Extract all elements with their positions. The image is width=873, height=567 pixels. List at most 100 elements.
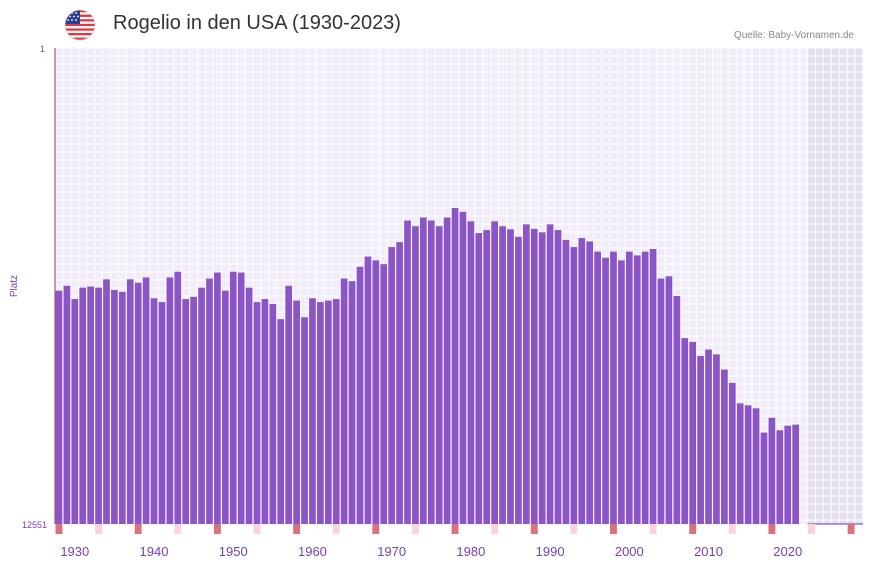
- bar-1931: [79, 287, 87, 524]
- bar-1935: [111, 289, 118, 524]
- bar-1976: [435, 226, 443, 524]
- bar-1989: [538, 232, 546, 524]
- bar-2003: [649, 248, 657, 524]
- bar-1999: [618, 260, 625, 524]
- bar-1947: [206, 278, 213, 524]
- bar-1992: [562, 239, 570, 524]
- bar-1993: [570, 247, 578, 524]
- year-marker-strong: [689, 524, 697, 534]
- bar-1978: [451, 208, 459, 524]
- year-marker-light: [570, 524, 578, 534]
- chart-title: Rogelio in den USA (1930-2023): [113, 12, 401, 34]
- x-tick-label-1970: 1970: [377, 544, 406, 559]
- bar-1994: [578, 237, 586, 524]
- bar-1953: [253, 302, 261, 524]
- bar-series: [55, 208, 800, 525]
- bar-2021: [792, 424, 800, 524]
- year-markers: [55, 524, 855, 534]
- bar-1968: [372, 260, 380, 524]
- bar-1997: [602, 257, 609, 524]
- bar-1932: [87, 286, 95, 524]
- year-marker-light: [649, 524, 657, 534]
- bar-1944: [182, 299, 190, 524]
- bar-1941: [158, 302, 166, 524]
- year-marker-light: [253, 524, 261, 534]
- bar-1939: [142, 277, 150, 524]
- bar-2005: [665, 276, 673, 524]
- us-flag-icon: [64, 9, 96, 41]
- bar-1974: [419, 217, 427, 524]
- year-marker-light: [491, 524, 499, 534]
- bar-1969: [380, 264, 388, 524]
- bar-1986: [515, 236, 522, 524]
- bar-1985: [507, 229, 514, 524]
- bar-1967: [364, 256, 372, 524]
- bar-1949: [221, 290, 229, 524]
- bar-1979: [459, 211, 467, 525]
- bar-2009: [697, 355, 704, 524]
- bar-1930: [71, 299, 79, 524]
- bar-2019: [776, 430, 784, 524]
- x-tick-label-2000: 2000: [615, 544, 644, 559]
- bar-2007: [681, 338, 689, 524]
- x-tick-label-1960: 1960: [298, 544, 327, 559]
- bar-1945: [190, 296, 197, 524]
- bar-2011: [713, 354, 720, 524]
- bar-1936: [118, 291, 126, 524]
- bar-1981: [475, 233, 483, 524]
- bar-2017: [760, 432, 768, 524]
- bar-1990: [546, 224, 554, 524]
- bar-2006: [673, 296, 681, 524]
- bar-1938: [134, 282, 142, 524]
- y-tick-label-bottom: 12551: [22, 520, 47, 530]
- bar-1951: [237, 272, 245, 524]
- bar-1929: [63, 285, 71, 524]
- year-marker-strong: [610, 524, 617, 534]
- bar-2010: [705, 349, 712, 524]
- bar-1961: [317, 302, 324, 524]
- bar-2013: [728, 382, 736, 524]
- bar-1975: [427, 220, 435, 525]
- bar-2012: [721, 369, 728, 524]
- bar-1940: [150, 298, 158, 524]
- bar-1973: [412, 226, 419, 524]
- chart-header: Rogelio in den USA (1930-2023) Quelle: B…: [0, 0, 873, 48]
- bar-1928: [55, 290, 63, 524]
- bar-1984: [499, 226, 506, 524]
- x-tick-label-2020: 2020: [773, 544, 802, 559]
- bar-2000: [625, 251, 633, 525]
- bar-1942: [166, 277, 174, 524]
- bar-1963: [332, 299, 340, 524]
- bar-1960: [309, 298, 316, 524]
- year-marker-strong: [213, 524, 221, 534]
- axis-labels: 1930 1940 1950 1960 1970 1980 1990 2000 2010 2020…: [9, 44, 802, 559]
- x-tick-label-1990: 1990: [536, 544, 565, 559]
- year-marker-strong: [293, 524, 301, 534]
- future-shading: [807, 48, 863, 524]
- source-credit: Quelle: Baby-Vornamen.de: [733, 30, 854, 41]
- year-marker-light: [728, 524, 736, 534]
- year-marker-strong: [768, 524, 776, 534]
- x-tick-label-1980: 1980: [456, 544, 485, 559]
- bar-1965: [348, 281, 356, 524]
- bar-2014: [736, 403, 744, 524]
- bar-1982: [483, 230, 491, 524]
- bar-1933: [95, 287, 102, 524]
- bar-1972: [404, 220, 411, 525]
- plot-grid: [54, 47, 864, 524]
- bar-1950: [229, 271, 237, 524]
- year-marker-strong: [55, 524, 63, 534]
- bar-2004: [657, 278, 665, 524]
- y-axis-title: Platz: [9, 275, 20, 297]
- bar-1995: [586, 241, 594, 524]
- bar-1987: [522, 224, 530, 524]
- bar-1977: [443, 217, 451, 524]
- bar-1991: [554, 230, 562, 524]
- year-marker-light: [95, 524, 103, 534]
- bar-1954: [261, 299, 269, 524]
- year-marker-light: [808, 524, 815, 534]
- bar-1958: [293, 300, 300, 524]
- bar-1964: [340, 278, 348, 524]
- bar-1955: [269, 303, 277, 524]
